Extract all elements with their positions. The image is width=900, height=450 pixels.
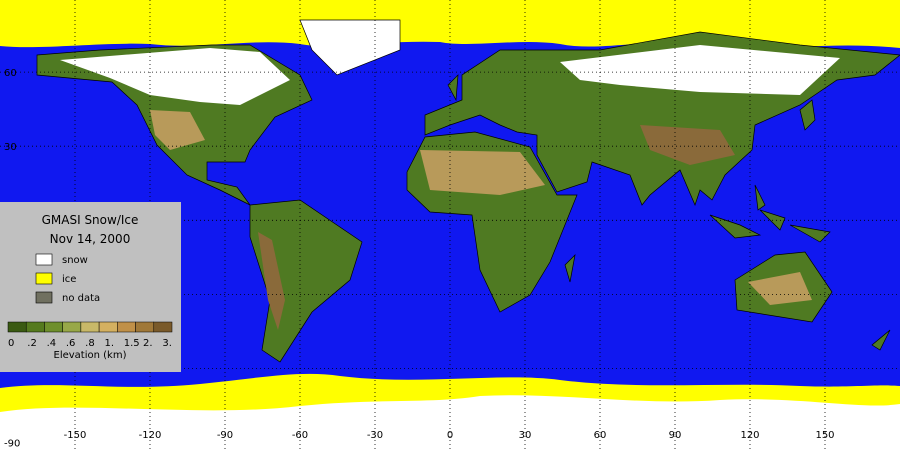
lon-tick-label: 120	[740, 430, 759, 441]
elevation-label: 1.	[104, 338, 114, 349]
elevation-swatch	[135, 321, 155, 333]
elevation-label: 3.	[162, 338, 172, 349]
lat-tick-label: 60	[4, 68, 17, 79]
australia-interior	[748, 272, 812, 305]
elevation-label: .6	[66, 338, 76, 349]
lon-tick-label: -60	[292, 430, 308, 441]
elevation-label: .8	[85, 338, 95, 349]
lon-tick-label: 0	[447, 430, 453, 441]
siberia-snow	[560, 45, 840, 95]
na-snow	[60, 48, 290, 105]
legend-items: snow ice no data	[35, 253, 100, 304]
elevation-swatch	[117, 321, 136, 333]
elevation-swatch	[153, 321, 173, 333]
legend-label: snow	[62, 255, 88, 266]
elevation-label: .4	[47, 338, 57, 349]
legend-box	[0, 202, 181, 372]
andes	[258, 232, 285, 330]
greenland	[299, 19, 401, 76]
lon-tick-label: -90	[217, 430, 233, 441]
lat-tick-label: -90	[4, 439, 20, 450]
elevation-label: 0	[8, 338, 14, 349]
continents	[36, 19, 900, 363]
na-rockies	[150, 110, 205, 150]
legend-label: no data	[62, 293, 100, 304]
elevation-swatch	[44, 321, 63, 333]
elevation-swatch	[62, 321, 82, 333]
legend-date: Nov 14, 2000	[50, 232, 131, 246]
elevation-label: .2	[27, 338, 37, 349]
legend-swatch	[35, 253, 53, 266]
elevation-bar: 0 .2 .4 .6 .8 1. 1.5 2. 3.	[7, 321, 173, 349]
lon-tick-label: 150	[815, 430, 834, 441]
islands	[447, 74, 891, 351]
elevation-swatch	[7, 321, 27, 333]
lat-tick-label: 30	[4, 142, 17, 153]
tick-labels: -150 -120 -90 -60 -30 0 30 60 90 120 150 60 30 -90	[4, 68, 835, 450]
lon-tick-label: -30	[367, 430, 383, 441]
sahara	[420, 150, 545, 195]
elevation-swatch	[25, 321, 45, 333]
indonesia	[709, 184, 831, 243]
legend-label: ice	[62, 274, 76, 285]
elevation-swatch	[80, 321, 100, 333]
elevation-title: Elevation (km)	[54, 350, 127, 361]
legend: GMASI Snow/Ice Nov 14, 2000 snow ice no da…	[0, 202, 181, 372]
lon-tick-label: -150	[64, 430, 87, 441]
lon-tick-label: 60	[594, 430, 607, 441]
legend-title: GMASI Snow/Ice	[42, 213, 139, 227]
tibet	[640, 125, 735, 165]
elevation-label: 2.	[143, 338, 153, 349]
lon-tick-label: 90	[669, 430, 682, 441]
lon-tick-label: 30	[519, 430, 532, 441]
legend-swatch	[35, 272, 53, 285]
elevation-swatch	[98, 321, 118, 333]
lon-tick-label: -120	[139, 430, 162, 441]
elevation-label: 1.5	[124, 338, 140, 349]
legend-swatch	[35, 291, 53, 304]
